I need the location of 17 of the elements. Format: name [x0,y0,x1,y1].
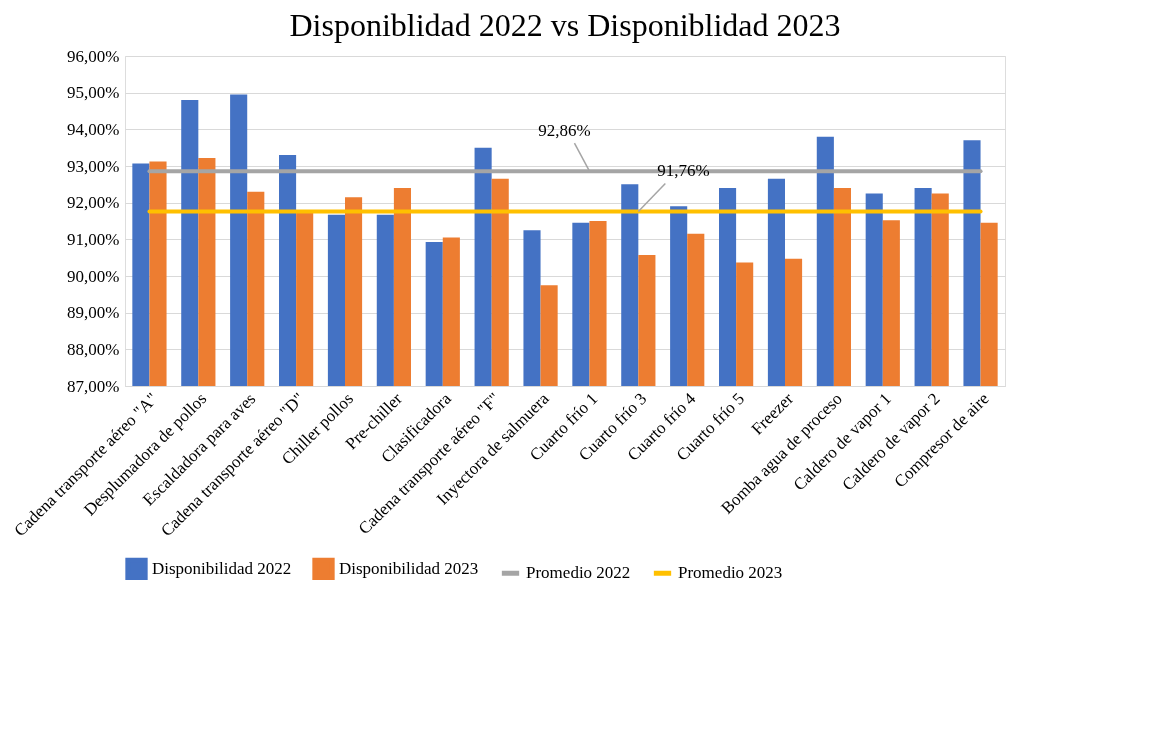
annotation: 91,76% [657,161,710,181]
legend-label: Promedio 2022 [526,563,631,583]
y-tick-label: 94,00% [67,119,120,139]
legend-label: Disponibilidad 2023 [339,558,479,578]
legend-label: Promedio 2023 [678,563,783,583]
y-tick-label: 93,00% [67,156,120,176]
chart-title: Disponiblidad 2022 vs Disponiblidad 2023 [289,7,841,43]
y-tick-label: 95,00% [67,83,120,103]
y-tick-label: 87,00% [67,376,120,396]
legend-label: Disponibilidad 2022 [152,558,292,578]
annotation: 92,86% [538,121,591,141]
y-tick-label: 88,00% [67,339,120,359]
y-tick-label: 89,00% [67,303,120,323]
y-tick-label: 90,00% [67,266,120,286]
y-tick-label: 92,00% [67,193,120,213]
y-tick-label: 96,00% [67,46,120,66]
y-tick-label: 91,00% [67,229,120,249]
